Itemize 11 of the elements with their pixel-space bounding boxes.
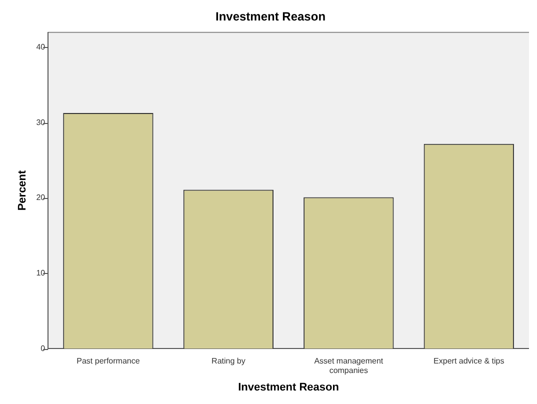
- x-tick-label: Past performance: [76, 356, 140, 366]
- y-tick-label: 20: [36, 193, 46, 202]
- x-tick-label: Asset management companies: [314, 356, 384, 376]
- y-tick-label: 10: [36, 268, 46, 278]
- x-axis-title: Investment Reason: [238, 381, 340, 394]
- x-tick-label: Rating by: [212, 356, 246, 366]
- x-tick-label: Expert advice & tips: [434, 356, 504, 366]
- y-tick-label: 40: [36, 42, 46, 52]
- y-axis-title: Percent: [16, 170, 29, 211]
- chart-title: Investment Reason: [215, 10, 326, 24]
- y-tick-label: 30: [36, 118, 46, 127]
